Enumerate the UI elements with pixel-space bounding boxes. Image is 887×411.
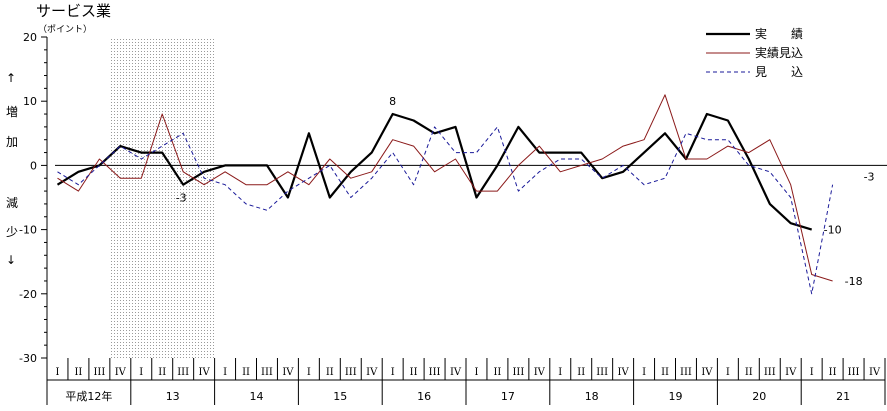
quarter-label: I — [55, 367, 59, 378]
quarter-label: III — [848, 367, 860, 378]
quarter-label: IV — [618, 367, 630, 378]
legend-label: 実績見込 — [755, 45, 803, 60]
quarter-label: II — [829, 367, 837, 378]
annotation-label: -3 — [176, 192, 187, 205]
axes — [41, 36, 887, 405]
y-axis-char: 減 — [6, 195, 18, 210]
quarter-label: I — [726, 367, 730, 378]
quarter-label: I — [642, 367, 646, 378]
year-label: 13 — [166, 390, 180, 403]
quarter-label: I — [391, 367, 395, 378]
quarter-label: II — [410, 367, 418, 378]
annotation-label: -3 — [864, 171, 875, 184]
year-label: 17 — [501, 390, 515, 403]
quarter-label: II — [745, 367, 753, 378]
quarter-label: IV — [785, 367, 797, 378]
quarter-label: III — [596, 367, 608, 378]
quarter-label: I — [474, 367, 478, 378]
annotation-label: -18 — [845, 275, 863, 288]
y-tick-label: -10 — [19, 224, 37, 237]
quarter-label: III — [345, 367, 357, 378]
y-axis-char: ↑ — [6, 71, 16, 85]
quarter-label: IV — [282, 367, 294, 378]
year-label: 19 — [669, 390, 683, 403]
quarter-label: II — [242, 367, 250, 378]
y-axis-char: 増 — [6, 105, 18, 119]
quarter-label: I — [307, 367, 311, 378]
quarter-label: I — [223, 367, 227, 378]
quarter-label: II — [577, 367, 585, 378]
y-tick-label: -30 — [19, 352, 37, 365]
quarter-label: III — [512, 367, 524, 378]
unit-label: （ポイント） — [38, 24, 92, 35]
quarter-label: IV — [199, 367, 211, 378]
year-label: 21 — [836, 390, 850, 403]
quarter-label: III — [93, 367, 105, 378]
quarter-label: I — [558, 367, 562, 378]
quarter-label: IV — [701, 367, 713, 378]
x-axis-labels: I II III IV I II III IV I II III IV I II III IV I II III IV… — [55, 367, 880, 403]
y-axis-ticks: 20 10 0 -10 -20 -30 — [19, 31, 37, 365]
quarter-label: III — [261, 367, 273, 378]
quarter-label: III — [764, 367, 776, 378]
quarter-label: II — [326, 367, 334, 378]
quarter-label: III — [680, 367, 692, 378]
data-annotations: -3 8 -10 -18 -3 — [176, 95, 875, 288]
y-axis-char: ↓ — [6, 253, 16, 267]
shaded-period — [109, 37, 215, 358]
quarter-label: IV — [115, 367, 127, 378]
quarter-label: III — [177, 367, 189, 378]
y-axis-char: 加 — [6, 135, 18, 149]
quarter-label: I — [810, 367, 814, 378]
quarter-label: IV — [869, 367, 881, 378]
series-line-2 — [57, 126, 834, 295]
quarter-label: IV — [366, 367, 378, 378]
legend-label: 実 績 — [755, 26, 803, 41]
quarter-label: II — [74, 367, 82, 378]
year-label: 18 — [585, 390, 599, 403]
year-label: 15 — [333, 390, 347, 403]
quarter-label: II — [493, 367, 501, 378]
y-tick-label: 20 — [23, 31, 37, 44]
legend-label: 見 込 — [755, 65, 803, 79]
year-label: 平成12年 — [65, 389, 112, 403]
y-tick-label: -20 — [19, 288, 37, 301]
quarter-label: I — [139, 367, 143, 378]
series-lines — [56, 94, 834, 295]
quarter-label: IV — [534, 367, 546, 378]
year-label: 16 — [417, 390, 431, 403]
year-label: 14 — [250, 390, 264, 403]
y-axis-char: 少 — [6, 225, 18, 239]
quarter-label: II — [661, 367, 669, 378]
quarter-label: III — [429, 367, 441, 378]
y-tick-label: 10 — [23, 95, 37, 108]
quarter-label: IV — [450, 367, 462, 378]
chart-title: サービス業 — [36, 2, 111, 20]
quarter-label: II — [158, 367, 166, 378]
shaded-region — [109, 37, 215, 358]
annotation-label: 8 — [389, 95, 396, 108]
year-label: 20 — [752, 390, 766, 403]
annotation-label: -10 — [824, 224, 842, 237]
series-line-1 — [57, 94, 833, 282]
y-tick-label: 0 — [30, 159, 37, 172]
